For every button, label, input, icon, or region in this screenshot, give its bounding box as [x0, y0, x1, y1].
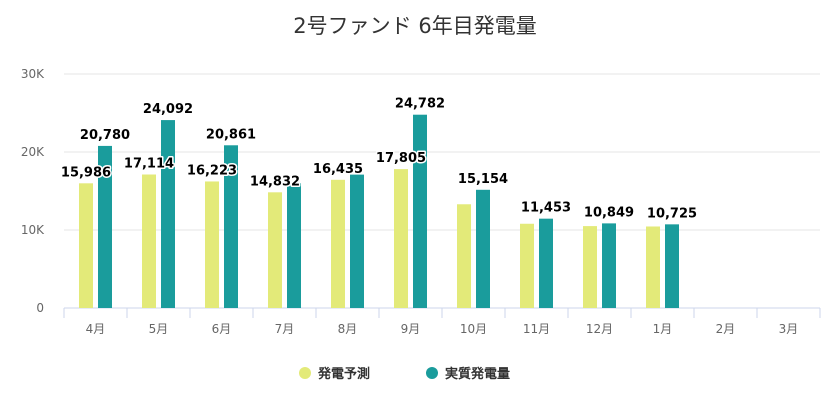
data-label: 14,832	[250, 174, 300, 189]
bar	[476, 189, 490, 308]
x-tick-label: 4月	[86, 322, 106, 336]
bar	[520, 223, 534, 308]
y-tick-label: 10K	[21, 223, 45, 237]
bar	[602, 223, 616, 308]
y-tick-label: 0	[36, 301, 44, 315]
legend-marker-icon	[299, 367, 311, 379]
chart-title: 2号ファンド 6年目発電量	[293, 14, 536, 38]
x-tick-label: 3月	[779, 322, 799, 336]
x-tick-label: 7月	[275, 322, 295, 336]
data-label: 15,986	[61, 165, 111, 180]
bar	[583, 226, 597, 308]
legend-label: 実質発電量	[445, 366, 510, 382]
x-tick-label: 2月	[716, 322, 736, 336]
x-tick-label: 10月	[460, 322, 487, 336]
grid	[64, 73, 820, 231]
x-axis: 4月 5月 6月 7月 8月 9月 10月 11月 12月 1月 2月 3月	[63, 307, 821, 336]
data-label: 10,725	[647, 206, 697, 221]
x-tick-label: 5月	[149, 322, 169, 336]
data-label: 17,805	[376, 151, 426, 166]
legend-item[interactable]: 実質発電量	[426, 366, 510, 382]
x-tick-label: 9月	[401, 322, 421, 336]
bar	[646, 226, 660, 308]
bar	[413, 114, 427, 308]
bars	[79, 114, 679, 308]
bar	[161, 120, 175, 308]
data-label: 16,223	[187, 163, 237, 178]
x-tick-label: 12月	[586, 322, 613, 336]
data-label: 17,114	[124, 157, 174, 172]
bar	[394, 169, 408, 308]
bar	[79, 183, 93, 308]
y-axis: 0 10K 20K 30K	[21, 67, 45, 315]
bar	[539, 218, 553, 308]
data-label: 16,435	[313, 162, 363, 177]
legend-label: 発電予測	[317, 366, 370, 382]
y-tick-label: 30K	[21, 67, 45, 81]
legend-item[interactable]: 発電予測	[299, 366, 370, 382]
bar	[98, 145, 112, 308]
data-label: 24,092	[143, 102, 193, 117]
legend-marker-icon	[426, 367, 438, 379]
bar	[457, 204, 471, 308]
legend: 発電予測 実質発電量	[299, 366, 510, 382]
x-tick-label: 8月	[338, 322, 358, 336]
x-tick-label: 6月	[212, 322, 232, 336]
bar	[268, 192, 282, 308]
x-tick-label: 1月	[653, 322, 673, 336]
data-labels: 15,986 17,114 16,223 14,832 16,435 17,805 20,7…	[59, 95, 698, 223]
bar	[224, 145, 238, 308]
data-label: 20,861	[206, 127, 256, 142]
bar	[205, 181, 219, 308]
data-label: 24,782	[395, 97, 445, 112]
bar	[287, 183, 301, 308]
data-label: 10,849	[584, 205, 634, 220]
bar	[350, 174, 364, 308]
data-label: 15,154	[458, 172, 508, 187]
bar	[665, 224, 679, 308]
bar	[142, 174, 156, 308]
data-label: 11,453	[521, 201, 571, 216]
bar	[331, 179, 345, 308]
x-tick-label: 11月	[523, 322, 550, 336]
y-tick-label: 20K	[21, 145, 45, 159]
data-label: 20,780	[80, 128, 130, 143]
